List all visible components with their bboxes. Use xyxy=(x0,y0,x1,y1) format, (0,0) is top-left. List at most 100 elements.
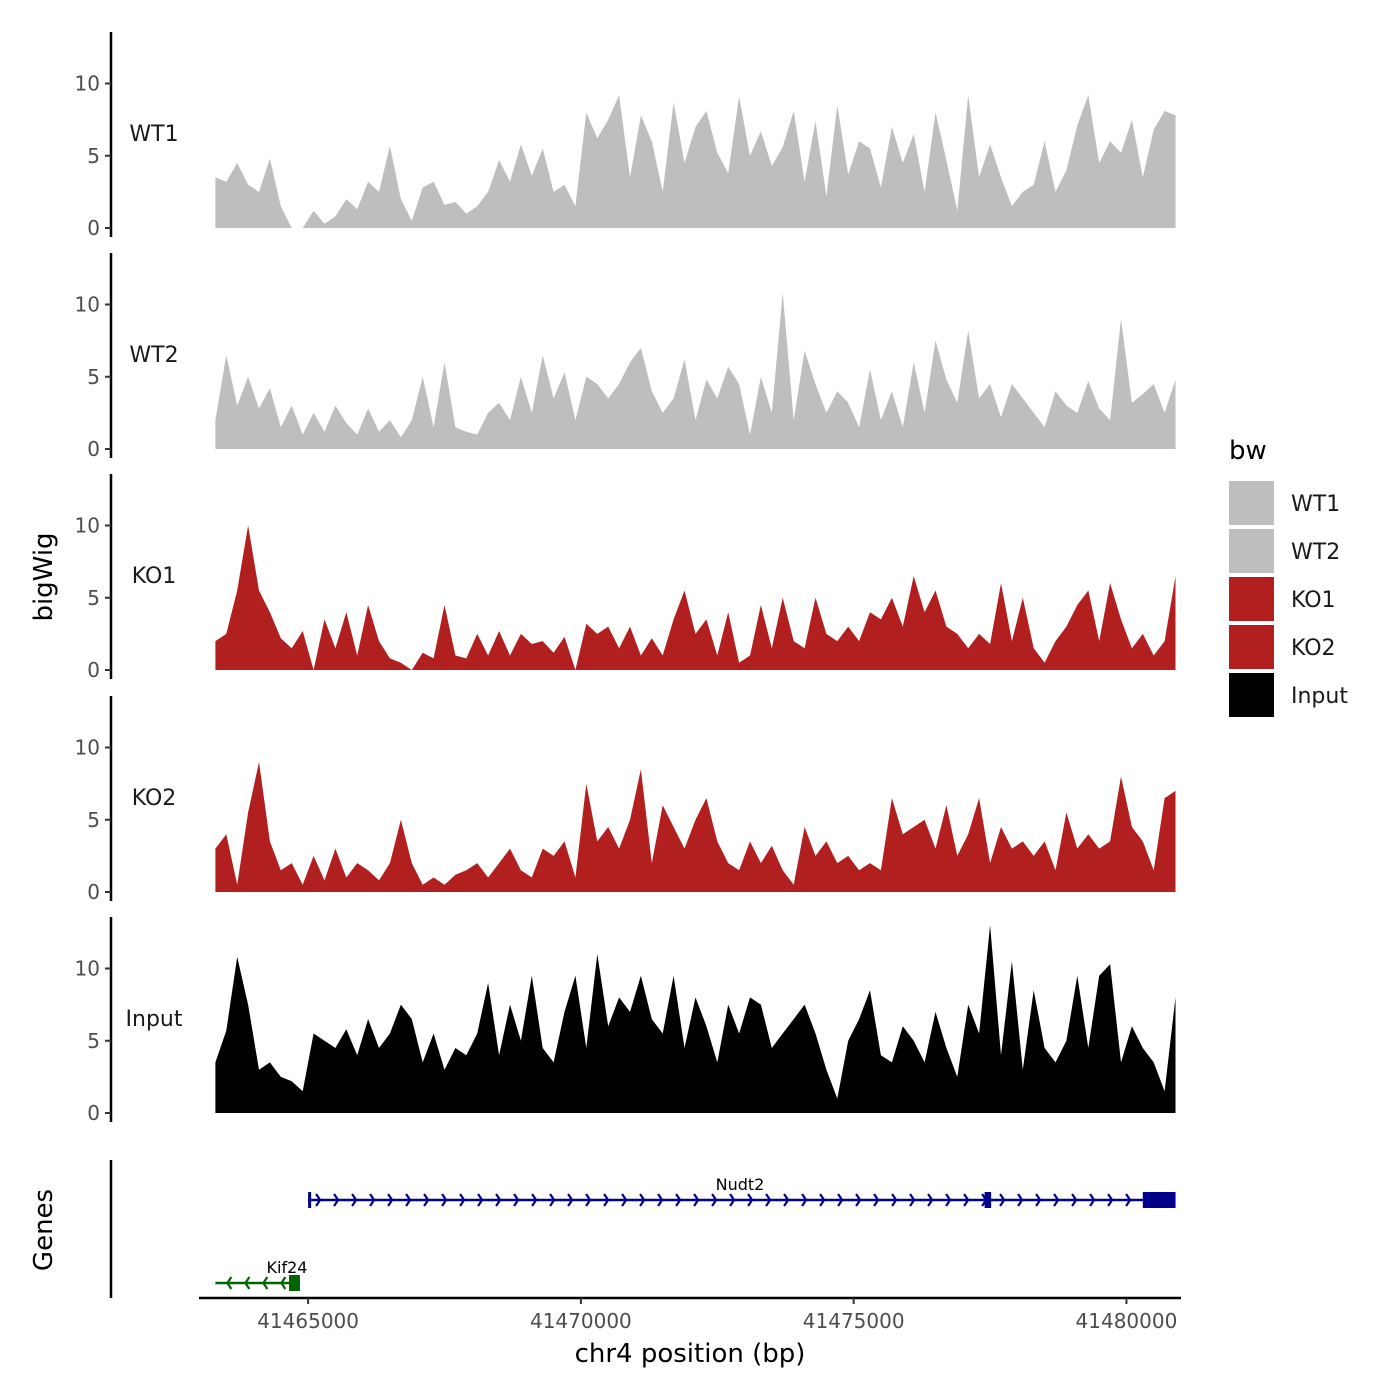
track-label: KO2 xyxy=(132,786,177,811)
legend-key xyxy=(1229,481,1274,525)
coverage-area xyxy=(215,292,1176,449)
y-tick-label: 0 xyxy=(87,880,100,904)
y-tick-label: 5 xyxy=(87,365,100,389)
strand-arrow xyxy=(226,1276,233,1290)
strand-arrow xyxy=(945,1193,952,1207)
strand-arrow xyxy=(1071,1193,1078,1207)
y-tick-label: 10 xyxy=(75,514,100,538)
strand-arrow xyxy=(369,1193,376,1207)
strand-arrow xyxy=(603,1193,610,1207)
y-tick-label: 0 xyxy=(87,437,100,461)
track-label: Input xyxy=(126,1007,183,1032)
legend-label: WT2 xyxy=(1291,540,1340,565)
exon xyxy=(289,1275,300,1291)
y-tick-label: 0 xyxy=(87,1101,100,1125)
legend-label: KO2 xyxy=(1291,636,1336,661)
legend-label: KO1 xyxy=(1291,588,1336,613)
strand-arrow xyxy=(1107,1193,1114,1207)
strand-arrow xyxy=(405,1193,412,1207)
coverage-area xyxy=(215,762,1176,892)
strand-arrow xyxy=(675,1193,682,1207)
legend-label: WT1 xyxy=(1291,492,1340,517)
track-wt2: 0 5 10 WT2 xyxy=(75,253,1176,461)
track-ko1: 0 5 10 KO1 xyxy=(75,474,1176,682)
strand-arrow xyxy=(280,1276,287,1290)
strand-arrow xyxy=(531,1193,538,1207)
track-label: WT2 xyxy=(129,343,178,368)
strand-arrow xyxy=(963,1193,970,1207)
y-tick-label: 10 xyxy=(75,736,100,760)
y-tick-label: 5 xyxy=(87,144,100,168)
x-axis-title: chr4 position (bp) xyxy=(575,1339,806,1369)
strand-arrow xyxy=(1125,1193,1132,1207)
gene-kif24: Kif24 xyxy=(215,1258,307,1291)
track-input: 0 5 10 Input xyxy=(75,917,1176,1125)
exon xyxy=(308,1192,312,1208)
y-tick-label: 10 xyxy=(75,957,100,981)
strand-arrow xyxy=(1017,1193,1024,1207)
legend-key xyxy=(1229,577,1274,621)
strand-arrow xyxy=(441,1193,448,1207)
y-tick-label: 5 xyxy=(87,808,100,832)
strand-arrow xyxy=(747,1193,754,1207)
strand-arrow xyxy=(549,1193,556,1207)
strand-arrow xyxy=(1053,1193,1060,1207)
strand-arrow xyxy=(693,1193,700,1207)
strand-arrow xyxy=(351,1193,358,1207)
strand-arrow xyxy=(513,1193,520,1207)
strand-arrow xyxy=(783,1193,790,1207)
strand-arrow xyxy=(459,1193,466,1207)
legend-key xyxy=(1229,673,1274,717)
coverage-tracks: 0 5 10 WT1 0 5 10 WT2 0 5 10 KO1 0 5 10 KO2 0 5 10 Input xyxy=(75,32,1176,1125)
y-tick-label: 5 xyxy=(87,586,100,610)
gene-label: Nudt2 xyxy=(716,1175,765,1194)
strand-arrow xyxy=(927,1193,934,1207)
strand-arrow xyxy=(387,1193,394,1207)
gene-label: Kif24 xyxy=(267,1258,308,1277)
strand-arrow xyxy=(837,1193,844,1207)
strand-arrow xyxy=(801,1193,808,1207)
strand-arrow xyxy=(999,1193,1006,1207)
track-label: WT1 xyxy=(129,122,178,147)
legend-label: Input xyxy=(1291,684,1348,709)
y-tick-label: 10 xyxy=(75,72,100,96)
legend-key xyxy=(1229,625,1274,669)
strand-arrow xyxy=(819,1193,826,1207)
x-tick-label: 41475000 xyxy=(803,1309,905,1333)
strand-arrow xyxy=(909,1193,916,1207)
y-tick-label: 10 xyxy=(75,293,100,317)
strand-arrow xyxy=(244,1276,251,1290)
strand-arrow xyxy=(873,1193,880,1207)
exon xyxy=(984,1192,992,1208)
strand-arrow xyxy=(1035,1193,1042,1207)
strand-arrow xyxy=(639,1193,646,1207)
strand-arrow xyxy=(711,1193,718,1207)
strand-arrow xyxy=(495,1193,502,1207)
strand-arrow xyxy=(855,1193,862,1207)
coverage-area xyxy=(215,95,1176,228)
exon xyxy=(1142,1192,1176,1208)
x-tick-label: 41465000 xyxy=(257,1309,359,1333)
gene-nudt2: Nudt2 xyxy=(308,1175,1176,1208)
strand-arrow xyxy=(423,1193,430,1207)
x-axis: 41465000 41470000 41475000 41480000 xyxy=(199,1296,1181,1333)
strand-arrow xyxy=(1089,1193,1096,1207)
track-label: KO1 xyxy=(132,564,177,589)
strand-arrow xyxy=(567,1193,574,1207)
strand-arrow xyxy=(891,1193,898,1207)
strand-arrow xyxy=(262,1276,269,1290)
legend-title: bw xyxy=(1229,436,1267,466)
x-tick-label: 41480000 xyxy=(1076,1309,1178,1333)
track-wt1: 0 5 10 WT1 xyxy=(75,32,1176,240)
track-ko2: 0 5 10 KO2 xyxy=(75,696,1176,904)
x-tick-label: 41470000 xyxy=(530,1309,632,1333)
strand-arrow xyxy=(657,1193,664,1207)
gene-panel-title: Genes xyxy=(29,1189,59,1271)
strand-arrow xyxy=(765,1193,772,1207)
strand-arrow xyxy=(585,1193,592,1207)
y-tick-label: 0 xyxy=(87,216,100,240)
coverage-area xyxy=(215,925,1176,1113)
y-tick-label: 0 xyxy=(87,658,100,682)
coverage-area xyxy=(215,525,1176,670)
